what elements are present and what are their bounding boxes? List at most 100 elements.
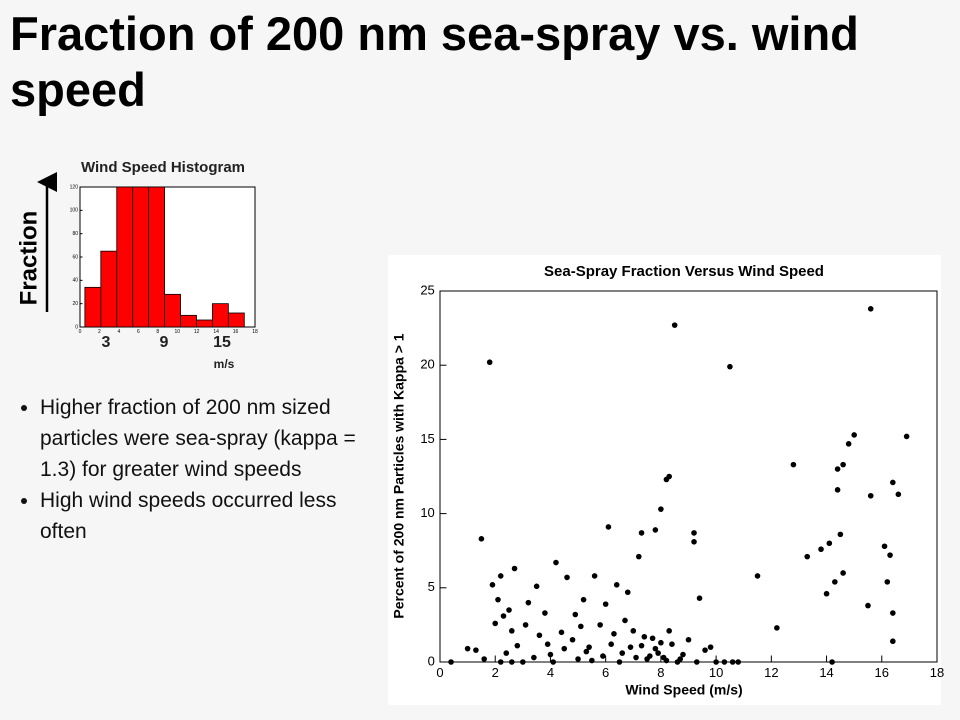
- scatter-point: [887, 552, 893, 558]
- scatter-point: [572, 611, 579, 618]
- scatter-point: [613, 582, 620, 588]
- scatter-point: [464, 645, 471, 652]
- x-tick-label: 2: [98, 329, 101, 335]
- x-tick-label: 18: [252, 329, 258, 335]
- scatter-point: [696, 595, 703, 601]
- scatter-point: [804, 553, 811, 560]
- scatter-point: [616, 659, 623, 665]
- scatter-point: [666, 628, 672, 634]
- scatter-point: [671, 322, 678, 328]
- y-tick-label: 60: [72, 254, 78, 260]
- scatter-point: [525, 599, 532, 606]
- bullet: High wind speeds occurred less often: [40, 485, 370, 547]
- scatter-point: [489, 582, 496, 588]
- annotation: m/s: [214, 357, 235, 371]
- scatter-point: [558, 629, 565, 636]
- scatter-point: [608, 641, 614, 647]
- y-tick-label: 10: [420, 505, 434, 520]
- scatter-point: [832, 579, 838, 585]
- scatter-point: [652, 527, 659, 533]
- scatter-point: [834, 487, 841, 493]
- scatter-point: [685, 636, 692, 643]
- y-tick-label: 5: [428, 579, 435, 594]
- scatter-point: [553, 559, 559, 566]
- scatter-point: [890, 479, 896, 486]
- x-tick-label: 4: [547, 665, 554, 680]
- scatter-point: [652, 645, 659, 652]
- scatter-point: [495, 596, 501, 603]
- scatter-point: [478, 536, 485, 542]
- scatter-point: [514, 642, 521, 649]
- scatter-point: [834, 466, 841, 472]
- histogram-bar: [148, 186, 165, 328]
- scatter-point: [890, 610, 896, 616]
- x-tick-label: 14: [213, 329, 219, 335]
- scatter-point: [865, 602, 871, 609]
- scatter-point: [602, 601, 609, 607]
- x-tick-label: 8: [156, 329, 159, 335]
- histogram-bar: [100, 250, 118, 328]
- x-tick-label: 14: [819, 665, 833, 680]
- scatter-point: [473, 647, 479, 653]
- scatter-point: [500, 613, 507, 619]
- scatter-point: [497, 573, 504, 579]
- histogram-bar: [196, 319, 213, 328]
- scatter-point: [823, 590, 830, 597]
- x-tick-label: 4: [117, 329, 120, 335]
- histogram-bar: [132, 186, 150, 328]
- scatter-point: [890, 638, 896, 645]
- scatter-point: [658, 639, 664, 646]
- y-tick-label: 20: [72, 301, 78, 307]
- scatter-point: [729, 659, 736, 665]
- scatter-point: [818, 546, 824, 553]
- scatter-point: [550, 659, 557, 665]
- scatter-point: [508, 659, 515, 665]
- x-tick-label: 18: [930, 665, 944, 680]
- scatter-point: [624, 589, 631, 596]
- scatter-point: [721, 659, 728, 665]
- scatter-point: [600, 653, 606, 659]
- scatter-point: [702, 647, 708, 653]
- scatter-point: [497, 659, 504, 665]
- scatter-point: [826, 540, 833, 547]
- scatter-point: [578, 623, 584, 630]
- annotation: 15: [213, 334, 231, 351]
- y-tick-label: 40: [72, 278, 78, 284]
- scatter-point: [605, 524, 612, 530]
- scatter-point: [735, 659, 741, 665]
- scatter-point: [486, 359, 493, 366]
- scatter-point: [589, 657, 595, 664]
- scatter-point: [644, 656, 650, 662]
- x-tick-label: 10: [709, 665, 723, 680]
- x-tick-label: 12: [764, 665, 778, 680]
- y-axis-label: Percent of 200 nm Particles with Kappa >…: [391, 333, 407, 618]
- x-tick-label: 16: [875, 665, 889, 680]
- scatter-point: [508, 628, 515, 634]
- scatter-point: [677, 656, 684, 662]
- scatter-point: [790, 461, 797, 468]
- scatter-point: [561, 645, 568, 652]
- x-tick-label: 6: [602, 665, 609, 680]
- scatter-point: [597, 622, 603, 628]
- y-tick-label: 25: [420, 282, 434, 297]
- scatter-point: [727, 363, 733, 370]
- scatter-point: [569, 636, 576, 643]
- scatter-point: [707, 644, 714, 650]
- scatter-point: [448, 659, 454, 665]
- scatter-point: [881, 543, 888, 550]
- scatter-point: [511, 565, 518, 572]
- scatter-point: [663, 657, 670, 664]
- scatter-point: [575, 656, 581, 662]
- scatter-point: [622, 617, 628, 624]
- scatter-point: [649, 635, 656, 642]
- histogram-bar: [212, 303, 229, 328]
- y-tick-label: 100: [70, 208, 79, 214]
- histogram-bar: [84, 286, 102, 328]
- scatter-point: [506, 607, 512, 613]
- scatter-point: [658, 506, 664, 512]
- scatter-point: [895, 491, 902, 498]
- scatter-point: [564, 574, 570, 581]
- x-tick-label: 0: [436, 665, 443, 680]
